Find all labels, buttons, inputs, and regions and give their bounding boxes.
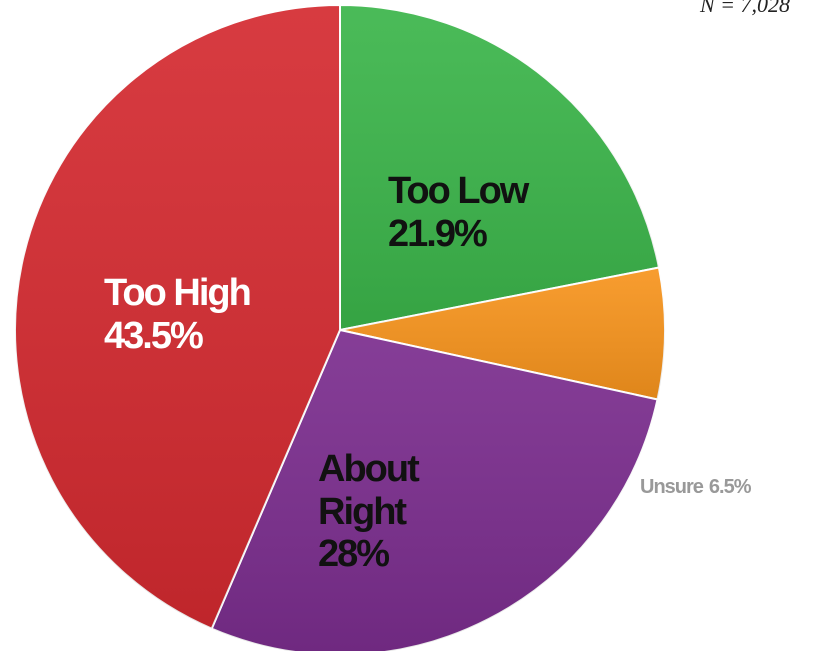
slice-value: 43.5%	[104, 314, 204, 357]
slice-label: Unsure 6.5%	[640, 476, 751, 498]
slice-name: Too Low	[388, 170, 529, 212]
slice-value: 6.5%	[708, 476, 752, 498]
slice-name: Unsure	[640, 476, 704, 498]
sample-size-note: N = 7,028	[700, 0, 791, 17]
slice-value: 21.9%	[388, 212, 488, 255]
slice-label: Too High 43.5%	[104, 272, 252, 357]
slice-value: 28%	[318, 533, 390, 576]
slice-name: Too High	[104, 272, 252, 314]
slice-name: About Right	[318, 448, 420, 533]
slice-label: About Right 28%	[318, 448, 448, 576]
slice-label: Too Low 21.9%	[388, 170, 529, 255]
